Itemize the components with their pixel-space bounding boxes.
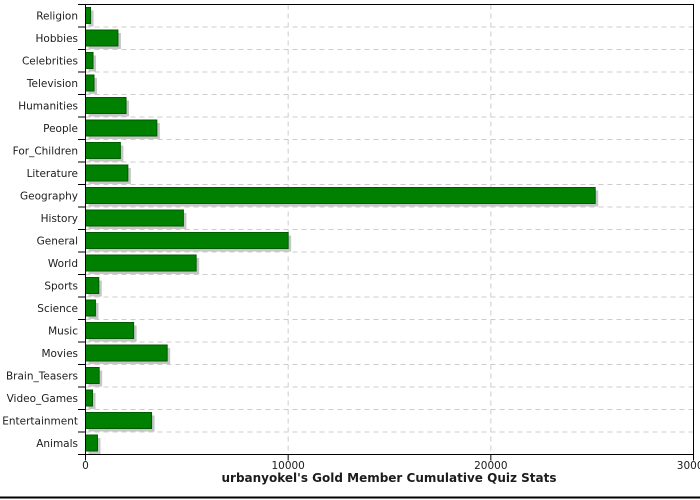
y-axis-label: For_Children (13, 145, 78, 157)
y-axis-label: Hobbies (36, 33, 79, 45)
y-axis-label: Music (48, 325, 78, 337)
bar-general (85, 232, 289, 249)
x-axis-tick-label: 30000 (677, 460, 700, 472)
y-axis-label: Brain_Teasers (6, 370, 78, 382)
x-axis-tick-label: 20000 (474, 460, 507, 472)
bar-video_games (85, 389, 93, 407)
chart-title: urbanyokel's Gold Member Cumulative Quiz… (221, 471, 556, 485)
bars-layer (85, 7, 599, 454)
axis-labels-layer: Religion Hobbies Celebrities Television Huma… (2, 10, 700, 472)
y-axis-label: Literature (27, 168, 78, 180)
bar-animals (85, 434, 98, 452)
y-axis-label: Video_Games (7, 393, 78, 405)
y-axis-label: Television (26, 78, 78, 90)
gridlines-layer (85, 4, 694, 455)
y-axis-label: Religion (36, 10, 78, 22)
bar-movies (85, 344, 168, 362)
y-axis-label: Science (37, 303, 78, 315)
bar-sports (85, 277, 100, 294)
bar-entertainment (85, 412, 153, 429)
axis-ticks-layer (78, 4, 694, 461)
y-axis-label: Animals (36, 438, 78, 450)
y-axis-label: Humanities (18, 100, 78, 112)
y-axis-label: Celebrities (22, 55, 78, 67)
y-axis-label: Sports (44, 280, 78, 292)
bar-people (85, 119, 158, 137)
y-axis-label: Movies (41, 348, 78, 360)
bar-science (85, 299, 96, 317)
bar-brain_teasers (85, 367, 100, 384)
bar-literature (85, 164, 129, 182)
bar-geography (85, 187, 596, 204)
y-axis-label: General (37, 235, 78, 247)
bottom-rule (0, 496, 700, 499)
y-axis-label: Entertainment (2, 415, 78, 427)
bar-history (85, 209, 184, 227)
bar-music (85, 322, 135, 339)
x-axis-tick-label: 10000 (271, 460, 304, 472)
y-axis-label: People (43, 123, 78, 135)
bar-humanities (85, 97, 127, 114)
y-axis-label: Geography (20, 190, 78, 202)
bar-hobbies (85, 29, 119, 47)
bar-for_children (85, 142, 121, 159)
bar-television (85, 74, 95, 92)
y-axis-label: History (41, 213, 78, 225)
bar-religion (85, 7, 92, 24)
y-axis-label: World (48, 258, 78, 270)
x-axis-tick-label: 0 (82, 460, 89, 472)
bar-world (85, 254, 197, 272)
bar-celebrities (85, 52, 94, 69)
